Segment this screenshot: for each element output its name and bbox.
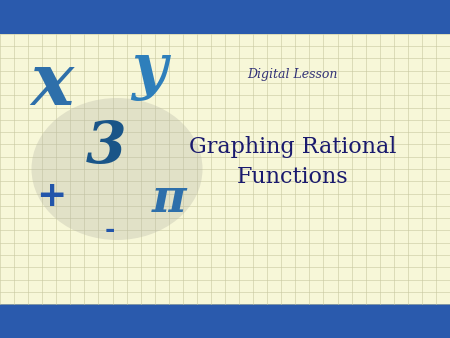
Text: π: π <box>152 176 186 222</box>
Text: +: + <box>36 179 67 213</box>
Bar <box>0 0 450 34</box>
Text: -: - <box>105 218 116 242</box>
Ellipse shape <box>32 98 202 240</box>
Text: Digital Lesson: Digital Lesson <box>248 68 338 81</box>
Text: x: x <box>30 49 73 120</box>
Text: 3: 3 <box>86 119 126 175</box>
Bar <box>0 304 450 338</box>
Text: Graphing Rational
Functions: Graphing Rational Functions <box>189 136 396 189</box>
Bar <box>0 34 450 304</box>
Text: y: y <box>131 41 166 101</box>
